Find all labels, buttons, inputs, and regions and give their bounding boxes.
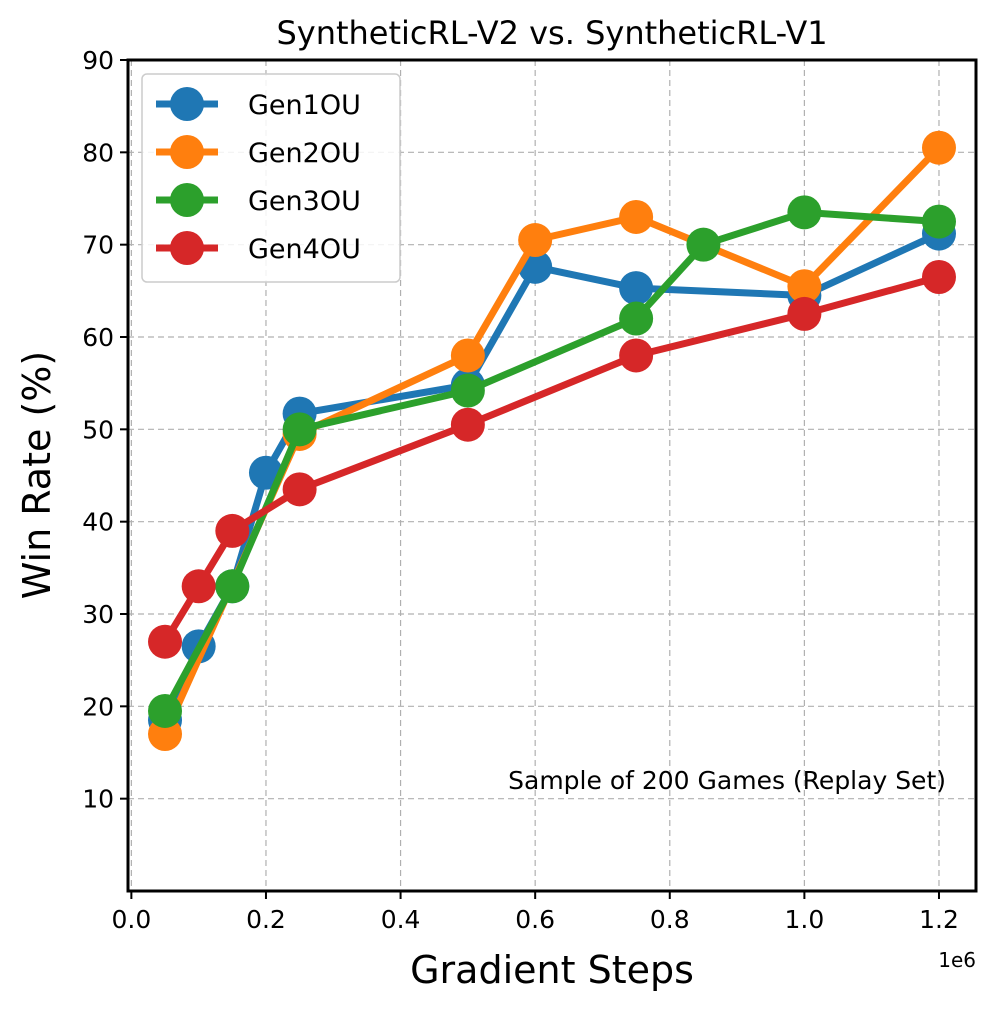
y-tick-label: 40 [82,508,114,537]
y-tick-label: 30 [82,600,114,629]
gen3ou-line [161,208,943,715]
x-tick-label: 0.0 [111,905,151,934]
x-tick-label: 0.2 [246,905,286,934]
gen2ou-point [619,199,654,234]
x-tick-label: 1.0 [784,905,824,934]
legend-item-gen4ou: Gen4OU [156,231,361,265]
gen2ou-point [921,130,956,165]
y-tick-label: 20 [82,692,114,721]
axis-ticks: 0.0 0.2 0.4 0.6 0.8 1.0 1.2 10 20 30 40 50 60 70 80 90 [82,46,959,934]
gen4ou-point [148,624,183,659]
series-gen1ou [148,216,956,738]
gen4ou-point [787,296,822,331]
legend-swatch-marker [170,231,204,265]
chart-title: SyntheticRL-V2 vs. SyntheticRL-V1 [276,14,827,52]
legend-item-gen2ou: Gen2OU [156,135,361,169]
x-tick-label: 1.2 [919,905,959,934]
x-tick-label: 0.8 [650,905,690,934]
legend-item-gen3ou: Gen3OU [156,183,361,217]
gen4ou-point [450,407,485,442]
gen3ou-point [619,301,654,336]
x-axis-label: Gradient Steps [410,948,694,992]
gen3ou-point [215,569,250,604]
legend-item-gen1ou: Gen1OU [156,87,361,121]
x-axis-offset-label: 1e6 [938,948,976,972]
gen3ou-point [921,204,956,239]
legend: Gen1OU Gen2OU Gen3OU Gen4OU [141,73,401,283]
series-gen4ou [148,259,956,659]
gen4ou-line [161,273,943,646]
gen3ou-point [787,195,822,230]
gen3ou-point [148,693,183,728]
chart-annotation: Sample of 200 Games (Replay Set) [508,766,946,795]
gen3ou-point [282,412,317,447]
y-tick-label: 90 [82,46,114,75]
y-tick-label: 80 [82,138,114,167]
series-gen3ou [148,195,956,728]
y-tick-label: 10 [82,785,114,814]
x-tick-label: 0.4 [381,905,421,934]
y-tick-label: 60 [82,323,114,352]
plot-frame [126,58,978,893]
gen2ou-point [450,338,485,373]
legend-label: Gen4OU [248,234,361,265]
series-layer [148,130,956,752]
legend-label: Gen1OU [248,90,361,121]
gen3ou-point [686,227,721,262]
gen2ou-point [518,223,553,258]
gen4ou-point [181,569,216,604]
x-tick-label: 0.6 [515,905,555,934]
gen4ou-point [921,259,956,294]
legend-swatch-marker [170,183,204,217]
gen1ou-point [619,271,654,306]
legend-swatch-marker [170,135,204,169]
y-tick-label: 50 [82,415,114,444]
legend-label: Gen3OU [248,186,361,217]
gen2ou-point [787,269,822,304]
gen4ou-point [619,338,654,373]
legend-swatch-marker [170,87,204,121]
legend-frame [141,73,401,283]
y-axis-label: Win Rate (%) [15,351,59,599]
legend-label: Gen2OU [248,138,361,169]
gen4ou-point [215,513,250,548]
gen4ou-point [282,472,317,507]
gen3ou-point [450,373,485,408]
y-tick-label: 70 [82,231,114,260]
